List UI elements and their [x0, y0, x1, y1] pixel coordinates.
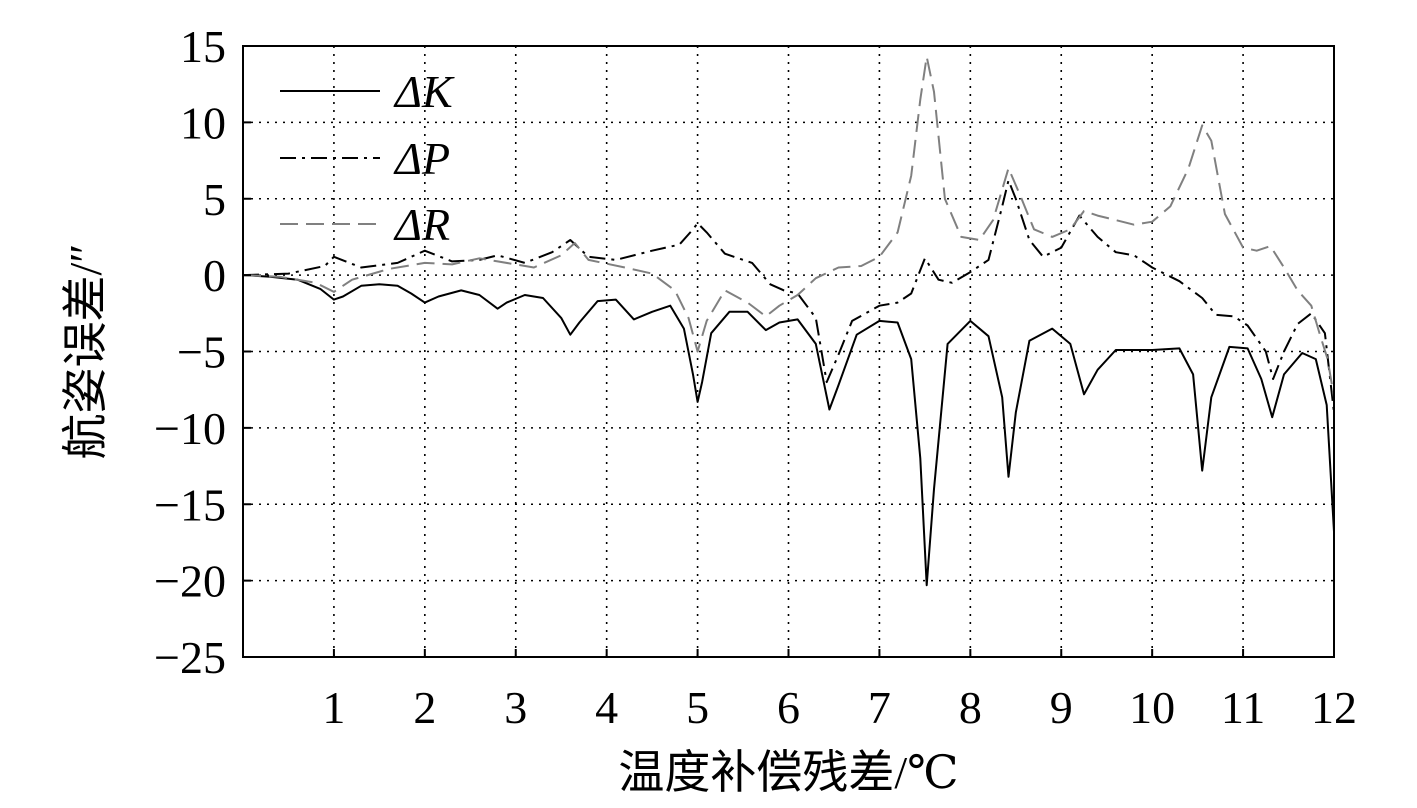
x-tick-label: 9 — [1050, 682, 1073, 733]
series-line-delta-k — [242, 274, 1335, 587]
y-tick-label: 5 — [203, 174, 226, 225]
legend: ΔK ΔP ΔR — [280, 66, 455, 250]
x-tick-label: 3 — [504, 682, 527, 733]
x-tick-label: 11 — [1221, 682, 1265, 733]
y-axis-label: 航姿误差/″ — [60, 244, 111, 460]
y-tick-label: −5 — [177, 327, 226, 378]
x-tick-label: 10 — [1129, 682, 1175, 733]
x-tick-label: 8 — [959, 682, 982, 733]
y-tick-label: 0 — [203, 250, 226, 301]
x-tick-label: 1 — [322, 682, 345, 733]
x-tick-label: 2 — [413, 682, 436, 733]
y-tick-label: −10 — [154, 403, 226, 454]
x-tick-label: 12 — [1311, 682, 1357, 733]
y-tick-label: −25 — [154, 632, 226, 683]
series-line-delta-r — [242, 55, 1335, 398]
grid — [243, 46, 1335, 657]
series-line-delta-p — [242, 179, 1335, 413]
x-tick-label: 7 — [868, 682, 891, 733]
y-tick-label: −15 — [154, 479, 226, 530]
legend-label-delta-k: ΔK — [393, 66, 455, 117]
x-tick-label: 5 — [686, 682, 709, 733]
y-tick-label: 10 — [180, 97, 226, 148]
y-tick-label: 15 — [180, 21, 226, 72]
legend-label-delta-r: ΔR — [393, 199, 450, 250]
legend-label-delta-p: ΔP — [393, 133, 450, 184]
y-tick-label: −20 — [154, 556, 226, 607]
x-axis-label: 温度补偿残差/℃ — [618, 747, 958, 798]
x-tick-label: 4 — [595, 682, 618, 733]
series-group — [242, 55, 1335, 587]
x-tick-label: 6 — [777, 682, 800, 733]
